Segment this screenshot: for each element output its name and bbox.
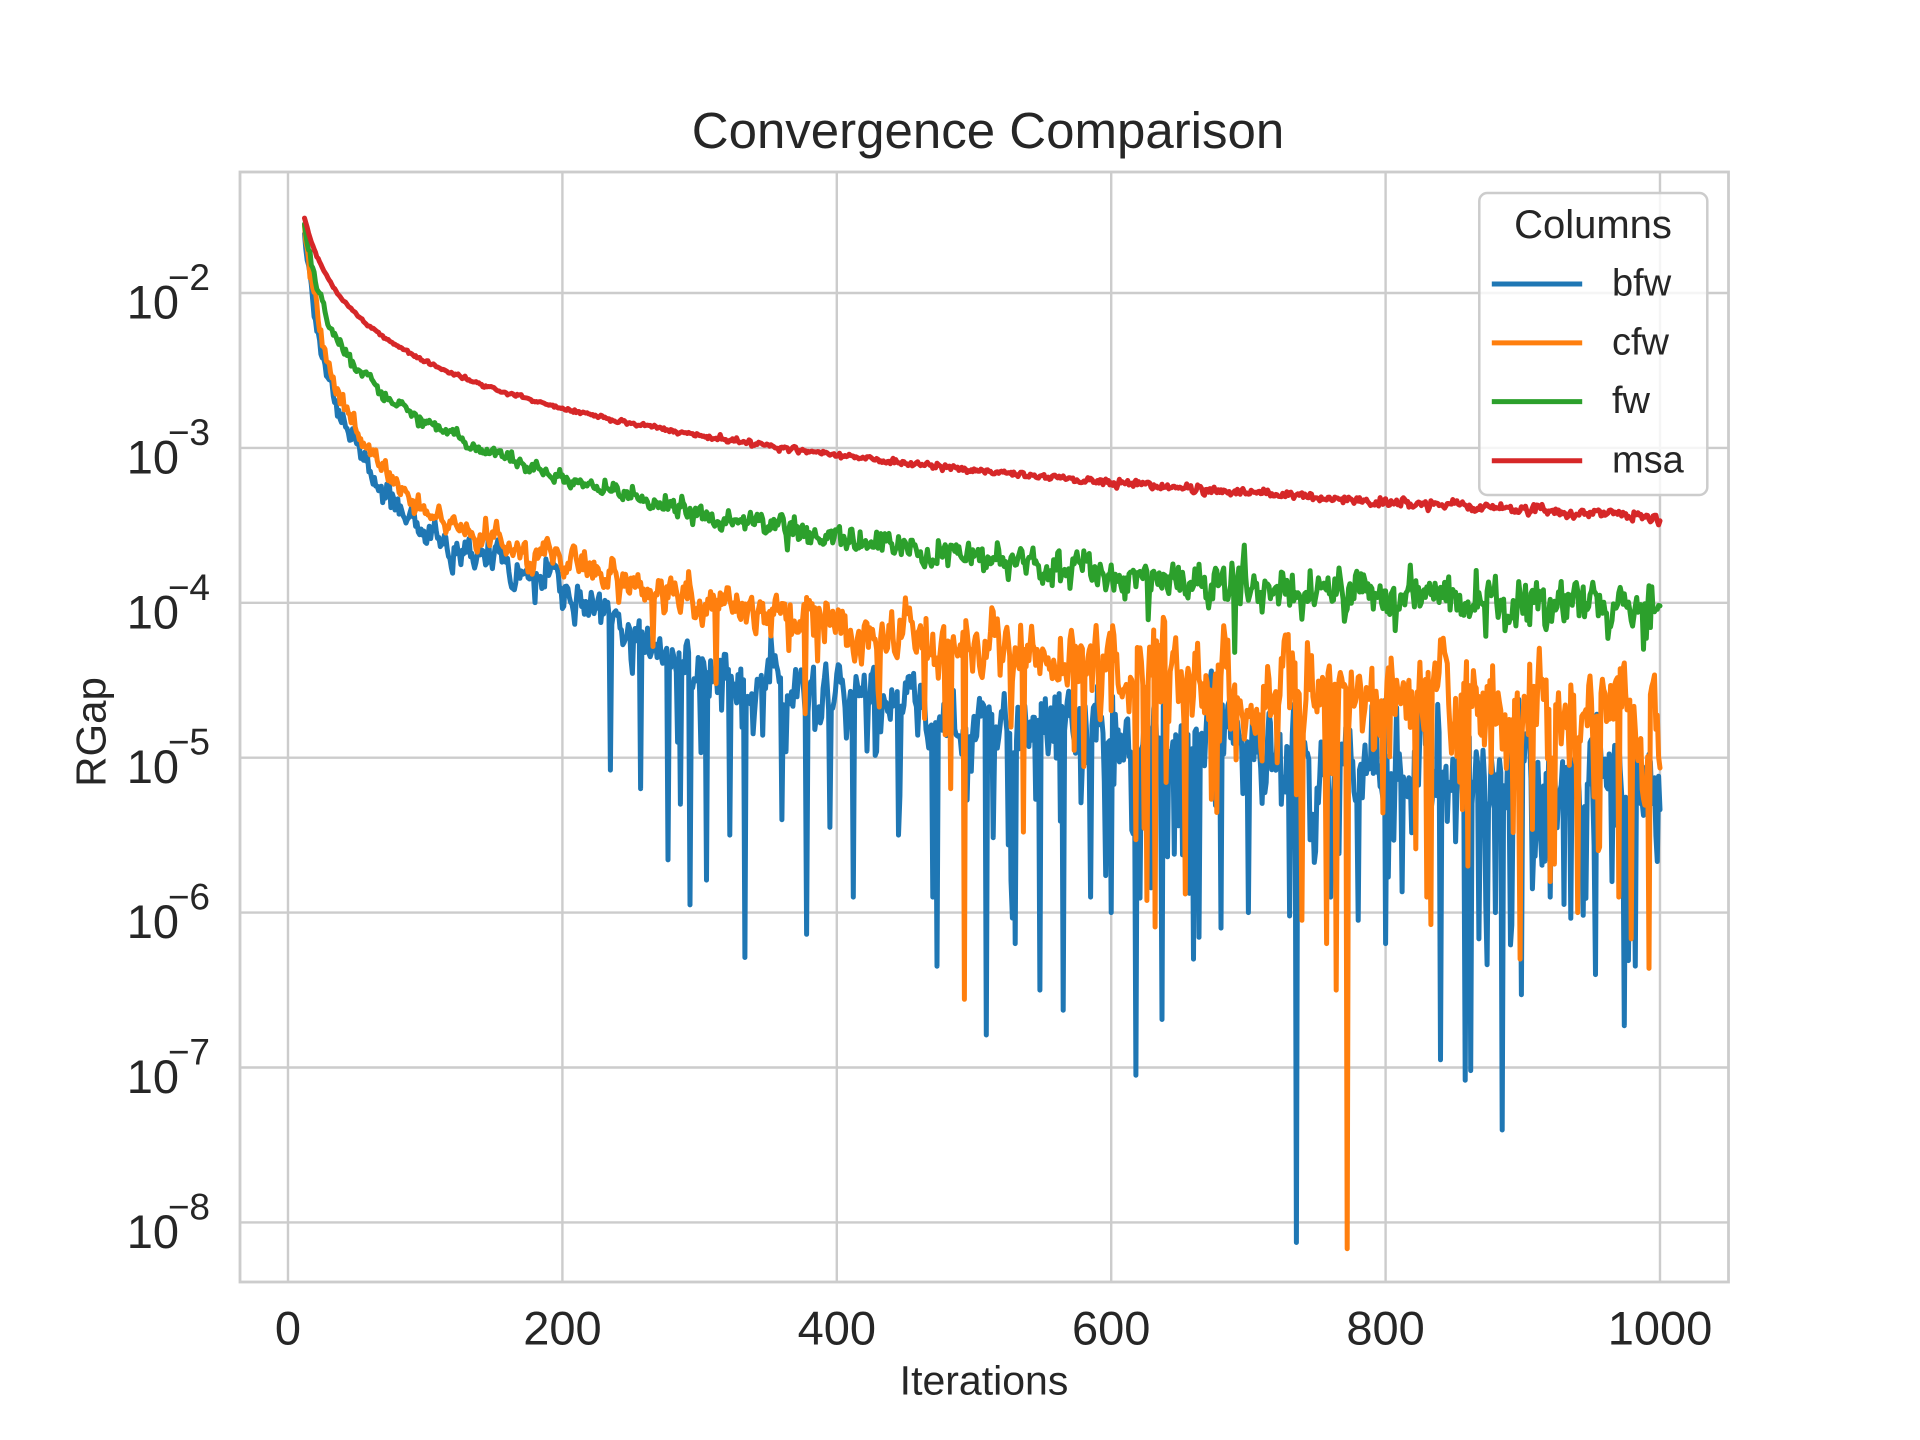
svg-text:800: 800: [1346, 1302, 1424, 1355]
svg-text:Iterations: Iterations: [900, 1358, 1069, 1404]
svg-text:fw: fw: [1612, 380, 1651, 422]
svg-text:10: 10: [127, 430, 179, 483]
svg-text:−7: −7: [168, 1032, 210, 1073]
svg-text:−5: −5: [168, 722, 210, 763]
svg-text:−4: −4: [168, 567, 210, 608]
svg-text:Columns: Columns: [1514, 203, 1672, 247]
svg-text:−6: −6: [168, 877, 210, 918]
svg-text:−3: −3: [168, 412, 210, 453]
svg-text:10: 10: [127, 1205, 179, 1258]
svg-text:10: 10: [127, 1050, 179, 1103]
svg-text:RGap: RGap: [68, 677, 115, 787]
svg-text:bfw: bfw: [1612, 263, 1672, 305]
svg-text:msa: msa: [1612, 439, 1685, 481]
svg-text:600: 600: [1072, 1302, 1150, 1355]
svg-text:Convergence Comparison: Convergence Comparison: [692, 102, 1284, 159]
svg-text:cfw: cfw: [1612, 322, 1670, 364]
svg-text:200: 200: [523, 1302, 601, 1355]
svg-text:−8: −8: [168, 1186, 210, 1227]
svg-text:400: 400: [798, 1302, 876, 1355]
svg-text:−2: −2: [168, 257, 210, 298]
svg-text:1000: 1000: [1608, 1302, 1713, 1355]
svg-text:0: 0: [275, 1302, 301, 1355]
svg-text:10: 10: [127, 895, 179, 948]
svg-text:10: 10: [127, 740, 179, 793]
svg-text:10: 10: [127, 585, 179, 638]
svg-text:10: 10: [127, 276, 179, 329]
